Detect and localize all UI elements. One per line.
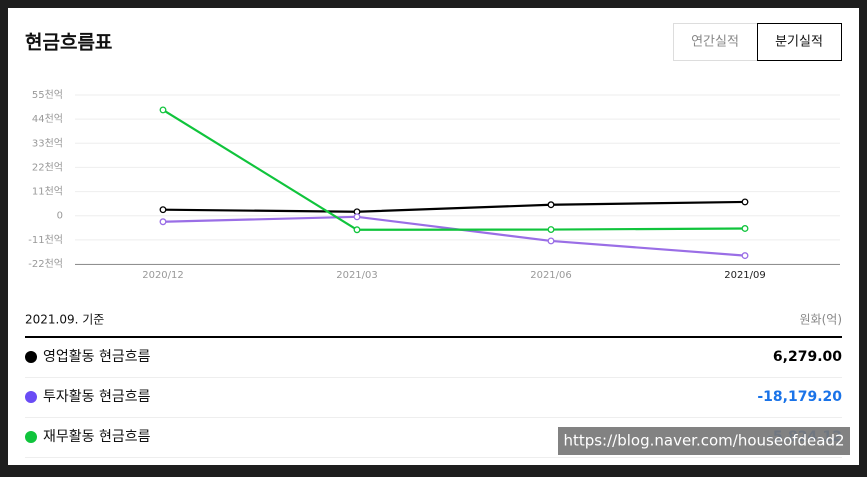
- series-line: [162, 200, 746, 213]
- y-tick-label: 11천억: [32, 186, 63, 198]
- unit: 원화(억): [800, 313, 842, 327]
- tab-label[interactable]: 연간실적: [691, 35, 739, 50]
- point: [741, 198, 749, 206]
- panel: [8, 8, 859, 465]
- tab-active[interactable]: [757, 23, 842, 61]
- point: [159, 218, 167, 226]
- y-tick-label: 33천억: [32, 137, 63, 149]
- y-tick-label: 22천억: [32, 161, 63, 173]
- y-tick-label: 0: [57, 211, 63, 222]
- y-tick-label: 44천억: [32, 113, 63, 125]
- basis: 2021.09. 기준: [25, 313, 104, 327]
- row-value: -18,179.20: [757, 389, 842, 405]
- point: [547, 237, 555, 245]
- x-tick-label: 2021/06: [530, 270, 572, 281]
- row-value: 6,279.00: [773, 349, 842, 365]
- point: [159, 206, 167, 214]
- y-tick-label: -22천억: [28, 258, 63, 270]
- legend-dot: [25, 351, 37, 363]
- title: 현금흐름표: [25, 32, 112, 54]
- x-tick-label: 2021/03: [336, 270, 378, 281]
- row-label: 투자활동 현금흐름: [43, 389, 151, 405]
- point: [547, 201, 555, 209]
- y-tick-label: -11천억: [28, 234, 63, 246]
- watermark-bg: [558, 427, 850, 455]
- watermark: https://blog.naver.com/houseofdead2: [563, 432, 844, 450]
- point: [353, 213, 361, 221]
- point: [547, 226, 555, 233]
- point: [741, 252, 749, 260]
- tab-label[interactable]: 분기실적: [775, 35, 823, 50]
- point: [741, 225, 749, 232]
- row-label: 영업활동 현금흐름: [43, 349, 151, 365]
- tab[interactable]: [673, 23, 758, 61]
- y-tick-label: 55천억: [32, 89, 63, 101]
- x-tick-label: 2020/12: [142, 270, 184, 281]
- x-tick-label: 2021/09: [724, 270, 766, 281]
- point: [159, 106, 167, 114]
- legend-dot: [25, 431, 37, 443]
- point: [353, 226, 361, 234]
- series-line: [162, 108, 746, 231]
- row-label: 재무활동 현금흐름: [43, 429, 151, 445]
- legend-dot: [25, 391, 37, 403]
